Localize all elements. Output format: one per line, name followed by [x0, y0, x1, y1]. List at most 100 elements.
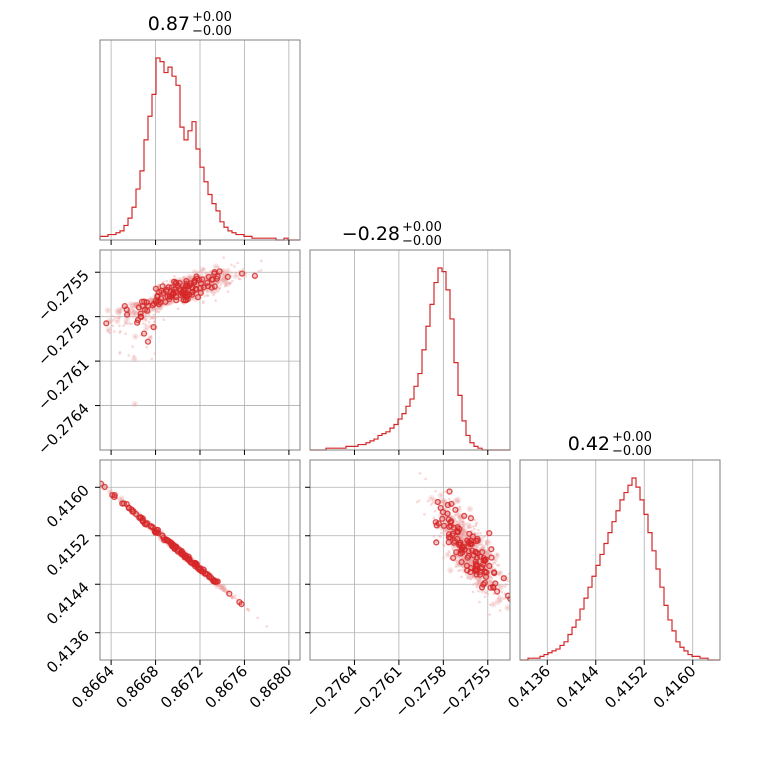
sample-point — [475, 521, 479, 525]
sample-point — [498, 584, 501, 588]
y-tick-label: 0.4152 — [43, 530, 93, 580]
contour-mark — [480, 581, 487, 588]
density-blob — [509, 603, 510, 607]
contour-mark — [170, 290, 177, 297]
histogram-2 — [520, 477, 720, 661]
contour-mark — [152, 297, 159, 305]
contour-mark — [197, 565, 204, 573]
sample-point — [471, 535, 475, 538]
sample-point — [458, 534, 462, 538]
sample-point — [176, 307, 180, 311]
sample-point — [489, 603, 492, 607]
density-blob — [115, 309, 122, 316]
sample-point — [100, 482, 103, 485]
sample-point — [191, 297, 194, 301]
sample-point — [230, 596, 233, 599]
sample-point — [474, 543, 478, 547]
contour-mark — [461, 546, 468, 553]
sample-point — [154, 286, 158, 290]
y-tick-label: 0.4136 — [43, 627, 93, 677]
sample-point — [189, 277, 193, 280]
sample-point — [474, 532, 477, 535]
density-blob — [458, 518, 466, 525]
sample-point — [118, 324, 121, 328]
sample-point — [430, 496, 433, 500]
sample-point — [144, 314, 148, 318]
sample-point — [492, 603, 495, 606]
sample-point — [221, 587, 225, 591]
sample-point — [215, 584, 219, 588]
contour-mark — [150, 324, 157, 331]
sample-point — [499, 570, 502, 574]
sample-point — [477, 543, 480, 546]
sample-point — [199, 291, 203, 295]
sample-point — [494, 582, 497, 585]
sample-point — [133, 402, 137, 406]
sample-point — [221, 277, 224, 281]
density-blob — [127, 301, 135, 308]
sample-point — [119, 330, 122, 333]
sample-point — [221, 587, 224, 590]
contour-mark — [123, 311, 131, 318]
density-blob — [496, 570, 503, 577]
sample-point — [442, 544, 446, 548]
sample-point — [490, 581, 493, 584]
sample-point — [466, 560, 469, 564]
sample-point — [484, 543, 488, 547]
contour-mark — [470, 552, 477, 559]
contour-mark — [446, 488, 453, 495]
sample-point — [484, 576, 488, 579]
contour-mark — [481, 556, 488, 564]
sample-point — [124, 332, 127, 336]
sample-point — [474, 546, 477, 549]
sample-point — [148, 335, 151, 339]
sample-point — [466, 526, 470, 530]
sample-point — [432, 534, 436, 538]
histogram-panel-2: 0.42 +0.00−0.00 — [519, 430, 721, 665]
contour-mark — [472, 568, 479, 575]
sample-point — [150, 337, 153, 340]
contour-mark — [176, 280, 183, 287]
contour-mark — [199, 276, 206, 283]
sample-point — [157, 283, 161, 287]
sample-point — [487, 564, 491, 568]
sample-point — [146, 340, 150, 344]
contour-mark — [464, 554, 471, 561]
sample-point — [465, 560, 468, 563]
contour-mark — [494, 588, 501, 595]
contour-mark — [439, 515, 446, 522]
sample-point — [233, 596, 237, 600]
sample-point — [201, 301, 205, 305]
sample-point — [476, 579, 480, 582]
x-tick-label: 0.8672 — [157, 662, 207, 712]
contour-mark — [182, 297, 189, 304]
histogram-panel-0: 0.87 +0.00−0.00 — [99, 10, 301, 245]
sample-point — [228, 281, 232, 285]
sample-point — [240, 272, 244, 275]
sample-point — [462, 528, 465, 531]
sample-point — [155, 310, 159, 314]
sample-point — [110, 314, 114, 318]
contour-mark — [251, 272, 259, 279]
density-blob — [219, 583, 227, 591]
sample-point — [493, 561, 497, 565]
sample-point — [481, 543, 484, 547]
sample-point — [118, 310, 122, 314]
sample-point — [149, 299, 152, 302]
sample-point — [468, 507, 472, 511]
contour-mark — [191, 279, 198, 286]
contour-mark — [159, 283, 166, 290]
sample-point — [136, 301, 139, 305]
density-blob — [143, 325, 150, 332]
sample-point — [456, 512, 460, 515]
contour-mark — [143, 299, 150, 306]
panel-content — [100, 460, 300, 660]
sample-point — [454, 499, 458, 502]
sample-point — [456, 520, 459, 523]
sample-point — [445, 529, 449, 532]
sample-point — [455, 520, 458, 524]
density-blob — [133, 301, 140, 308]
sample-point — [219, 278, 223, 282]
sample-point — [424, 477, 427, 481]
sample-point — [418, 472, 422, 475]
